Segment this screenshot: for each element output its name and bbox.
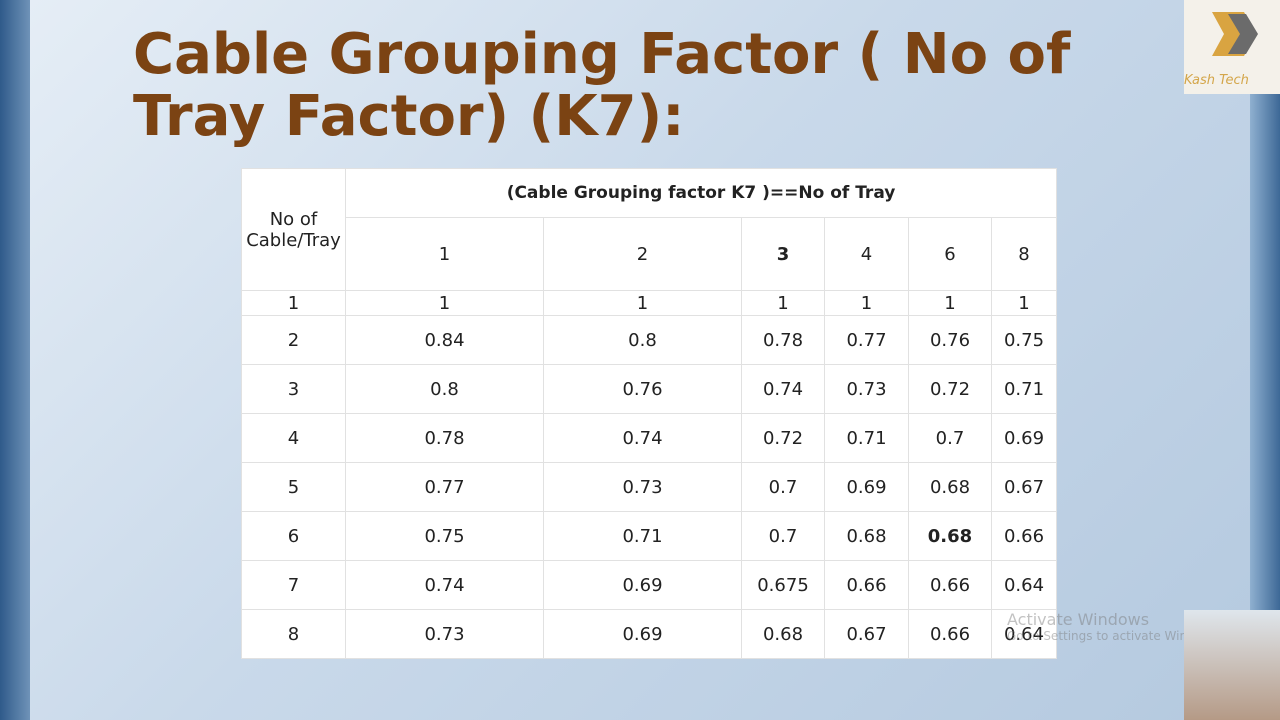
table-cell: 1: [908, 290, 992, 316]
table-cell: 0.71: [543, 511, 742, 561]
table-cell: 0.69: [824, 462, 909, 512]
column-header: 6: [908, 217, 992, 291]
table-cell: 0.69: [543, 560, 742, 610]
factor-table: No of Cable/Tray (Cable Grouping factor …: [241, 168, 1058, 659]
row-header: 6: [241, 511, 346, 561]
column-header: 4: [824, 217, 909, 291]
corner-header: No of Cable/Tray: [241, 168, 346, 291]
table-cell: 0.66: [908, 560, 992, 610]
table-cell: 0.8: [543, 315, 742, 365]
column-header: 3: [741, 217, 825, 291]
table-row: 6 0.75 0.71 0.7 0.68 0.68 0.66: [241, 511, 1058, 561]
table-cell: 1: [543, 290, 742, 316]
table-cell: 0.74: [543, 413, 742, 463]
row-header: 3: [241, 364, 346, 414]
table-cell: 0.73: [543, 462, 742, 512]
table-row: 8 0.73 0.69 0.68 0.67 0.66 0.64: [241, 609, 1058, 659]
table-cell: 0.8: [345, 364, 544, 414]
row-header: 1: [241, 290, 346, 316]
table-cell: 0.66: [908, 609, 992, 659]
table-cell: 0.67: [990, 462, 1058, 512]
table-cell: 1: [345, 290, 544, 316]
table-cell: 1: [990, 290, 1058, 316]
watermark: Activate Windows Go to Settings to activ…: [1007, 610, 1222, 643]
logo-text: Kash Tech: [1184, 73, 1249, 88]
table-cell: 0.71: [990, 364, 1058, 414]
table-cell: 0.72: [741, 413, 825, 463]
table-cell: 0.68: [908, 462, 992, 512]
table-row: 2 0.84 0.8 0.78 0.77 0.76 0.75: [241, 315, 1058, 365]
row-header: 7: [241, 560, 346, 610]
watermark-title: Activate Windows: [1007, 610, 1150, 629]
table-cell: 0.69: [990, 413, 1058, 463]
table-cell: 0.77: [345, 462, 544, 512]
table-cell: 0.7: [741, 462, 825, 512]
table-cell: 0.69: [543, 609, 742, 659]
row-header: 5: [241, 462, 346, 512]
column-header: 8: [990, 217, 1058, 291]
table-cell: 0.76: [908, 315, 992, 365]
table-cell: 1: [824, 290, 909, 316]
table-row: 3 0.8 0.76 0.74 0.73 0.72 0.71: [241, 364, 1058, 414]
table-cell: 0.67: [824, 609, 909, 659]
left-bar: [0, 0, 30, 720]
table-cell: 0.78: [741, 315, 825, 365]
group-header: (Cable Grouping factor K7 )==No of Tray: [344, 168, 1058, 218]
table-cell: 0.75: [990, 315, 1058, 365]
table-cell: 0.66: [824, 560, 909, 610]
table-cell: 0.66: [990, 511, 1058, 561]
watermark-subtitle: Go to Settings to activate Windows.: [1007, 629, 1222, 643]
logo-icon: [1212, 12, 1258, 56]
table-cell: 0.75: [345, 511, 544, 561]
table-cell: 0.675: [741, 560, 825, 610]
table-row: 5 0.77 0.73 0.7 0.69 0.68 0.67: [241, 462, 1058, 512]
table-cell: 0.78: [345, 413, 544, 463]
table-row: 7 0.74 0.69 0.675 0.66 0.66 0.64: [241, 560, 1058, 610]
table-cell: 0.73: [824, 364, 909, 414]
slide-title: Cable Grouping Factor ( No of Tray Facto…: [133, 22, 1071, 149]
table-cell: 0.77: [824, 315, 909, 365]
table-cell: 1: [741, 290, 825, 316]
table-cell: 0.68: [741, 609, 825, 659]
table-cell: 0.7: [741, 511, 825, 561]
table-cell: 0.64: [990, 609, 1058, 659]
column-header: 2: [543, 217, 742, 291]
table-cell: 0.76: [543, 364, 742, 414]
table-cell: 0.7: [908, 413, 992, 463]
right-bar: [1250, 0, 1280, 720]
table-cell: 0.74: [741, 364, 825, 414]
row-header: 8: [241, 609, 346, 659]
table-row: 4 0.78 0.74 0.72 0.71 0.7 0.69: [241, 413, 1058, 463]
table-cell: 0.64: [990, 560, 1058, 610]
table-cell: 0.71: [824, 413, 909, 463]
logo: Kash Tech: [1184, 0, 1280, 94]
table-cell: 0.73: [345, 609, 544, 659]
table-cell: 0.68: [908, 511, 992, 561]
table-cell: 0.84: [345, 315, 544, 365]
table-cell: 0.72: [908, 364, 992, 414]
webcam-overlay: [1184, 610, 1280, 720]
table-cell: 0.68: [824, 511, 909, 561]
column-header: 1: [345, 217, 544, 291]
table-cell: 0.74: [345, 560, 544, 610]
row-header: 2: [241, 315, 346, 365]
row-header: 4: [241, 413, 346, 463]
